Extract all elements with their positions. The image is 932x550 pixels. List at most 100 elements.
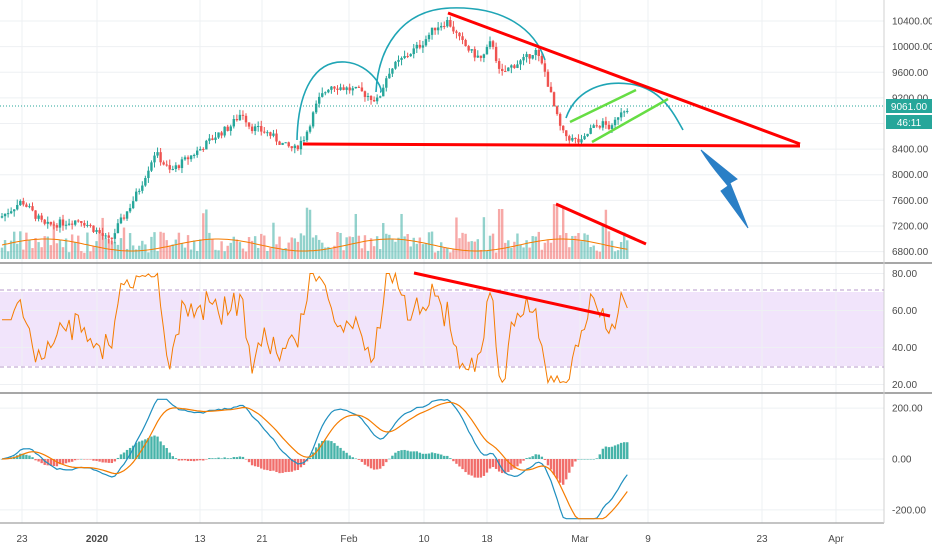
candle-body: [199, 148, 202, 151]
macd-hist-bar: [25, 454, 28, 459]
volume-bar: [287, 242, 290, 259]
macd-hist-bar: [86, 459, 89, 460]
macd-hist-bar: [540, 456, 544, 459]
volume-bar: [369, 238, 373, 259]
macd-hist-bar: [64, 459, 68, 464]
candle-body: [260, 126, 263, 132]
macd-hist-bar: [394, 452, 397, 459]
candle-body: [13, 209, 16, 212]
macd-hist-bar: [333, 443, 336, 459]
candle-body: [427, 34, 431, 40]
candle-body: [55, 225, 59, 228]
rsi-tick-0: 80.00: [892, 269, 917, 280]
candle-body: [3, 213, 7, 217]
volume-bar: [616, 250, 620, 259]
rsi-band: [0, 292, 884, 366]
rsi-divergence-line: [413, 271, 611, 318]
candle-body: [287, 142, 290, 147]
down-arrow: [700, 149, 749, 229]
candle-body: [510, 65, 513, 68]
candle-body: [318, 96, 321, 104]
volume-bar: [272, 222, 275, 259]
candle-body: [244, 115, 248, 123]
macd-hist-bar: [452, 459, 455, 462]
volume-bar: [394, 241, 397, 259]
candle-body: [409, 54, 412, 57]
macd-hist-bar: [247, 459, 251, 463]
candle-body: [555, 106, 559, 115]
x-tick-1: 2020: [86, 534, 109, 545]
macd-hist-bar: [488, 459, 492, 469]
macd-hist-bar: [537, 454, 540, 459]
volume-bar: [610, 240, 614, 259]
candle-body: [186, 157, 190, 160]
macd-hist-bar: [177, 459, 181, 461]
macd-hist-bar: [31, 457, 34, 459]
volume-bar: [598, 251, 601, 259]
volume-bar: [476, 239, 479, 259]
volume-bar: [83, 252, 86, 259]
candle-body: [607, 124, 611, 129]
volume-bar: [372, 246, 376, 259]
last-price-label: 9061.00: [891, 102, 928, 113]
volume-bar: [275, 244, 278, 259]
volume-bar: [440, 242, 443, 259]
macd-hist-bar: [205, 459, 208, 460]
candle-body: [314, 103, 318, 113]
volume-bar: [250, 240, 254, 259]
volume-bar: [80, 251, 83, 259]
volume-bar: [565, 232, 568, 259]
candle-body: [229, 126, 232, 131]
macd-hist-bar: [144, 439, 147, 459]
volume-bar: [543, 242, 547, 259]
volume-bar: [409, 246, 412, 259]
volume-bar: [482, 217, 486, 259]
macd-hist-bar: [546, 459, 550, 466]
macd-hist-bar: [461, 459, 464, 470]
volume-bar: [131, 245, 135, 259]
candle-body: [6, 213, 10, 215]
x-tick-8: 9: [645, 534, 651, 545]
candle-body: [89, 224, 92, 226]
macd-hist-bar: [491, 459, 495, 468]
volume-bar: [589, 247, 592, 259]
candle-body: [616, 117, 620, 120]
candle-body: [336, 88, 339, 90]
macd-hist-bar: [293, 459, 296, 471]
volume-bar: [214, 249, 217, 259]
volume-bar: [391, 238, 394, 259]
volume-bar: [360, 248, 364, 259]
macd-hist-bar: [189, 459, 193, 461]
candle-body: [235, 119, 239, 121]
macd-hist-bar: [0, 459, 4, 460]
volume-bar: [333, 245, 336, 259]
macd-hist-bar: [424, 453, 428, 459]
candle-body: [388, 73, 391, 79]
volume-bar: [427, 232, 431, 259]
macd-hist-bar: [571, 459, 574, 467]
macd-hist-bar: [354, 458, 357, 460]
candle-body: [171, 169, 174, 171]
volume-bar: [461, 232, 464, 259]
volume-bar: [135, 249, 138, 259]
candle-body: [446, 20, 449, 27]
candle-body: [101, 233, 104, 236]
candle-body: [296, 145, 300, 150]
candle-body: [67, 223, 71, 225]
volume-bar: [491, 233, 495, 259]
volume-bar: [516, 233, 519, 259]
descending-trendline: [447, 11, 801, 146]
macd-hist-bar: [116, 457, 120, 459]
volume-bar: [571, 235, 574, 259]
macd-hist-bar: [513, 459, 516, 469]
volume-bar: [205, 209, 208, 259]
macd-hist-bar: [52, 459, 56, 467]
macd-hist-bar: [427, 453, 431, 459]
volume-bar: [406, 234, 409, 259]
volume-bar: [327, 246, 330, 259]
candle-body: [211, 138, 214, 140]
macd-hist-bar: [330, 441, 333, 459]
candle-body: [369, 95, 373, 100]
macd-hist-bar: [363, 459, 367, 465]
candle-body: [293, 145, 296, 149]
